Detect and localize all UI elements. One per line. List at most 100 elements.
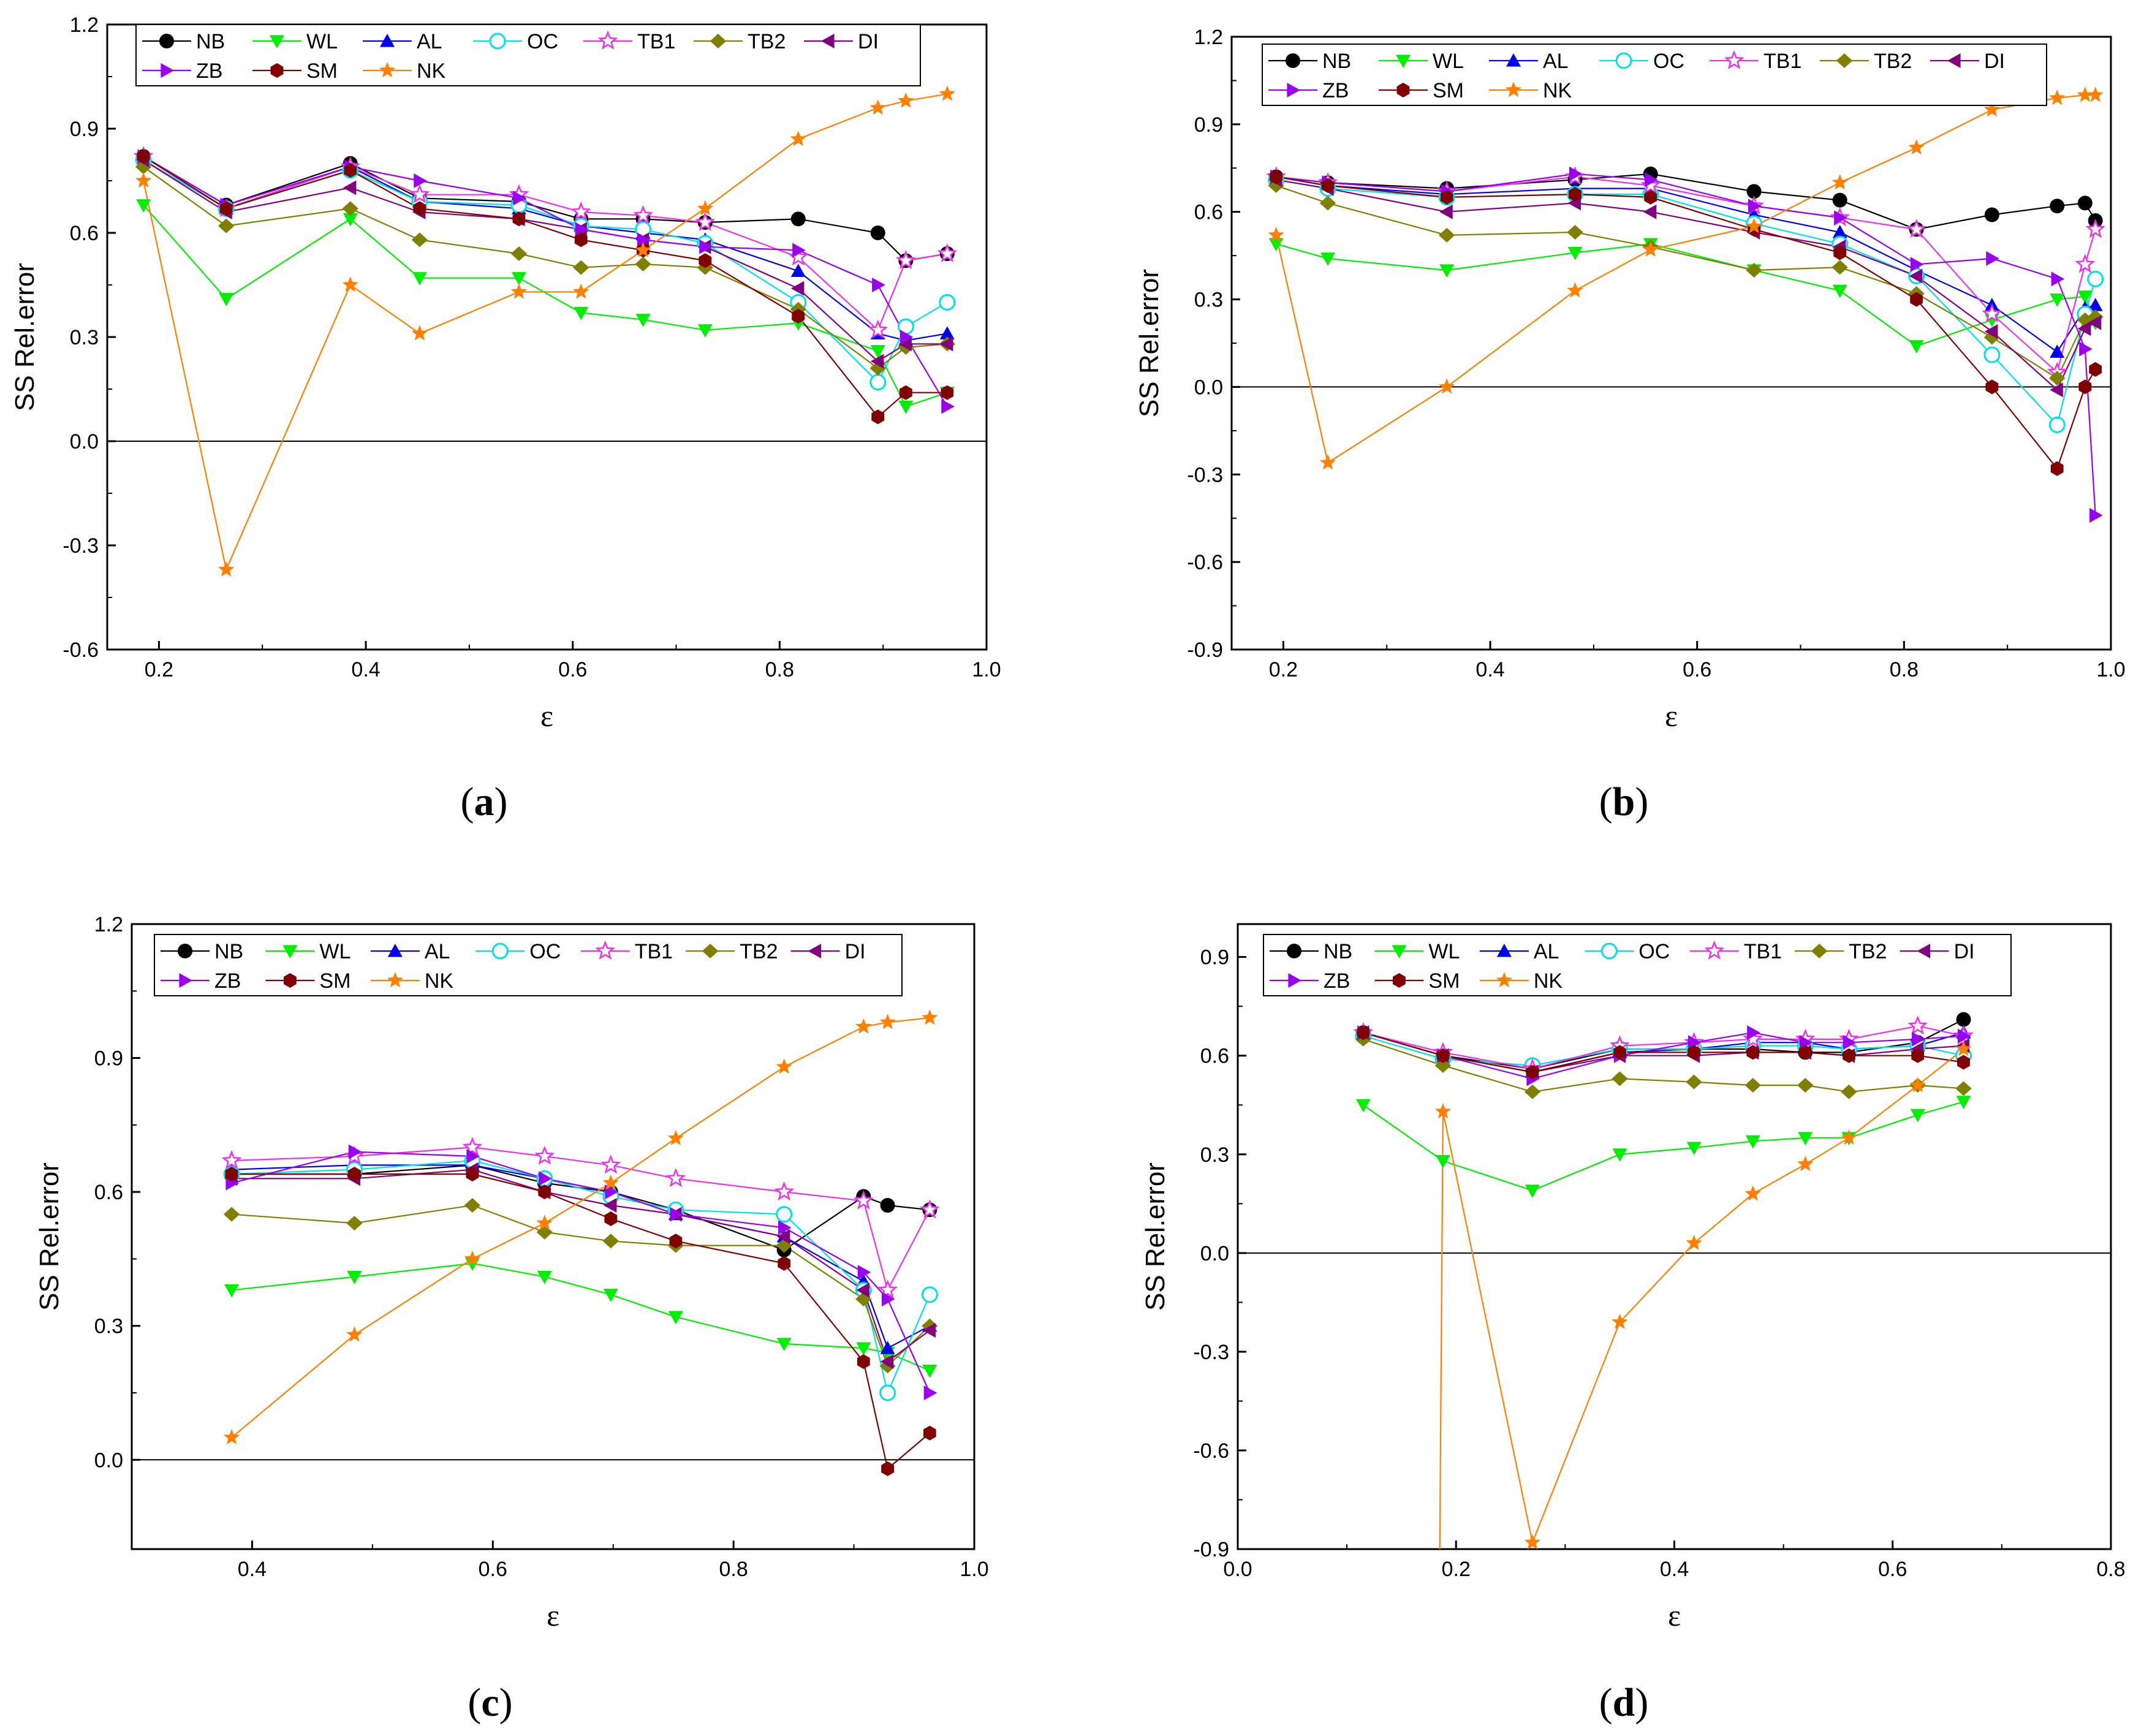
- panel-c: 0.4 0.6 0.8 1.0 0.0 0.3 0.6 0.9 1.2 ε SS Rel.error…: [34, 913, 989, 1725]
- legend-marker-oc: [489, 32, 506, 50]
- legend-marker-nb: [1286, 53, 1300, 68]
- data-point-nk: [1612, 1313, 1628, 1329]
- y-tick-label: 0.0: [1200, 1242, 1229, 1265]
- x-tick-label: 0.2: [1442, 1558, 1471, 1581]
- data-point-tb2: [464, 1198, 481, 1213]
- data-point-sm: [923, 1425, 936, 1441]
- legend-label-oc: OC: [527, 30, 558, 53]
- data-point-wl: [856, 1342, 871, 1356]
- data-point-zb: [1569, 166, 1583, 181]
- y-tick-label: 0.6: [1194, 201, 1223, 224]
- legend-marker-al: [1506, 53, 1521, 67]
- series-line-wl: [1363, 1101, 1964, 1191]
- data-point-wl: [1525, 1184, 1540, 1198]
- caption-letter: a: [474, 779, 494, 824]
- y-axis-title: SS Rel.error: [34, 1162, 64, 1311]
- legend: NB WL AL OC TB1 TB2 DI ZB SM NK: [135, 24, 921, 86]
- data-point-wl: [1798, 1132, 1813, 1145]
- caption-open-paren: (: [468, 1680, 481, 1725]
- data-point-nk: [1268, 227, 1284, 242]
- data-point-zb: [778, 1220, 792, 1235]
- data-point-al: [1832, 225, 1847, 238]
- legend-label-wl: WL: [1433, 50, 1464, 73]
- data-point-al: [2050, 344, 2065, 358]
- data-point-nk: [1983, 101, 2000, 117]
- plot-frame: [1237, 923, 2112, 1550]
- series-line-nb: [1276, 173, 2096, 230]
- data-point-zb: [1911, 257, 1924, 272]
- data-point-al: [880, 1341, 895, 1354]
- data-point-wl: [1832, 284, 1847, 298]
- data-point-al: [2088, 298, 2103, 311]
- x-tick-label: 0.6: [1683, 658, 1711, 681]
- legend-label-wl: WL: [1428, 940, 1460, 963]
- data-point-nb: [1956, 1012, 1971, 1027]
- series-line-nb: [232, 1164, 930, 1251]
- data-point-nk: [536, 1215, 553, 1230]
- panel-caption: (d): [1599, 1680, 1649, 1725]
- data-point-sm: [1440, 189, 1453, 205]
- data-point-nb: [1832, 192, 1847, 208]
- data-point-wl: [1956, 1096, 1971, 1109]
- x-tick-label: 1.0: [2096, 658, 2125, 681]
- legend-marker-sm: [270, 63, 284, 78]
- data-point-tb2: [510, 246, 528, 261]
- legend-label-nk: NK: [417, 59, 446, 83]
- data-point-nb: [1984, 207, 1999, 222]
- data-point-di: [870, 354, 884, 369]
- data-point-wl: [1910, 1109, 1925, 1123]
- data-point-zb: [1799, 1035, 1813, 1050]
- data-point-tb1: [600, 1154, 621, 1174]
- legend-marker-oc: [1615, 52, 1632, 69]
- data-point-tb1: [1743, 1028, 1763, 1048]
- data-point-wl: [1435, 1154, 1450, 1169]
- data-point-zb: [637, 232, 651, 248]
- data-point-wl: [2050, 293, 2065, 307]
- data-point-wl: [603, 1289, 618, 1302]
- x-tick-label: 0.6: [479, 1558, 507, 1581]
- legend-label-nk: NK: [1534, 969, 1563, 993]
- series-line-zb: [1363, 1032, 1964, 1080]
- data-point-di: [1439, 204, 1453, 219]
- data-point-wl: [1355, 1099, 1371, 1113]
- data-point-tb1: [895, 250, 916, 270]
- data-point-sm: [1321, 178, 1335, 193]
- legend-marker-tb1: [595, 940, 616, 960]
- y-tick-label: 0.9: [94, 1047, 123, 1071]
- y-tick-label: 0.0: [94, 1449, 123, 1472]
- series-line-zb: [1276, 173, 2096, 516]
- x-tick-label: 0.4: [351, 658, 380, 681]
- y-tick-label: 0.3: [1200, 1143, 1229, 1167]
- data-point-tb2: [573, 260, 589, 275]
- data-point-sm: [857, 1354, 870, 1369]
- legend-marker-al: [1496, 944, 1512, 957]
- data-point-sm: [2078, 379, 2092, 395]
- series-line-al: [143, 156, 947, 341]
- legend-label-sm: SM: [1428, 969, 1460, 993]
- data-point-nb: [2050, 199, 2065, 214]
- data-point-tb2: [1797, 1078, 1814, 1093]
- legend-marker-al: [387, 944, 403, 957]
- series-line-wl: [143, 204, 948, 407]
- data-point-zb: [466, 1148, 480, 1164]
- series-group: [133, 85, 958, 577]
- data-point-tb2: [346, 1216, 363, 1231]
- series-line-tb2: [231, 1204, 931, 1368]
- data-point-nk: [135, 172, 152, 188]
- legend-marker-sm: [284, 973, 297, 988]
- data-point-nk: [1744, 1185, 1761, 1201]
- data-point-tb1: [695, 211, 716, 231]
- data-point-tb2: [635, 257, 651, 271]
- legend-marker-zb: [179, 973, 192, 988]
- data-point-tb2: [1567, 225, 1583, 240]
- data-point-sm: [466, 1167, 479, 1181]
- data-point-tb1: [919, 1199, 940, 1219]
- data-point-zb: [872, 278, 885, 292]
- x-tick-label: 0.4: [1660, 1558, 1689, 1581]
- y-tick-label: -0.6: [1187, 551, 1223, 574]
- data-point-sm: [792, 309, 805, 324]
- caption-letter: d: [1613, 1680, 1635, 1725]
- legend-marker-di: [1947, 53, 1961, 68]
- y-tick-label: 0.0: [1194, 376, 1223, 399]
- data-point-nk: [573, 283, 589, 299]
